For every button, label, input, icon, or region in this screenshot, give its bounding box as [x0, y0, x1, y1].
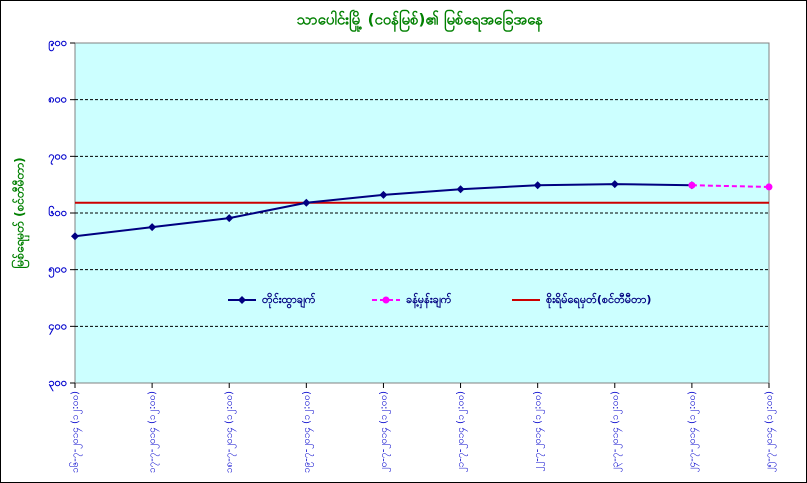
x-tick-label: ၁၆-၇-၂၀၁၄ (၁၂:၀၀): [68, 391, 83, 473]
point: [765, 183, 773, 191]
point: [382, 296, 390, 304]
x-tick-label: ၂၃-၇-၂၀၁၄ (၁၂:၀၀): [610, 391, 623, 472]
legend-label: စိုးရိမ်ရေမှတ်(စင်တီမီတာ): [546, 292, 651, 309]
y-axis-label: မြစ်ရေမှတ် (စင်တီမီတာ): [10, 157, 31, 268]
y-tick-label: ၅၀၀: [48, 263, 67, 279]
y-tick-label: ၈၀၀: [48, 93, 67, 106]
y-tick-label: ၇၀၀: [48, 149, 67, 165]
x-tick-label: ၂၂-၇-၂၀၁၄ (၁၂:၀၀): [533, 391, 546, 472]
x-tick-label: ၁၇-၇-၂၀၁၄ (၁၂:၀၀): [147, 391, 160, 473]
y-tick-label: ၉၀၀: [48, 36, 67, 52]
x-tick-label: ၂၅-၇-၂၀၁၄ (၁၂:၀၀): [764, 391, 777, 472]
x-tick-label: ၂၀-၇-၂၀၁၄ (၁၂:၀၀): [378, 391, 391, 472]
x-tick-label: ၂၁-၇-၂၀၁၄ (၁၂:၀၀): [456, 391, 469, 472]
x-tick-label: ၁၈-၇-၂၀၁၄ (၁၂:၀၀): [224, 391, 237, 473]
point: [302, 198, 311, 207]
point: [688, 181, 696, 189]
point: [225, 214, 234, 223]
point: [610, 180, 619, 189]
legend-label: တိုင်းထွာချက်: [262, 292, 316, 309]
legend-label: ခန့်မှန်းချက်: [406, 292, 452, 309]
point: [238, 296, 246, 304]
point: [71, 232, 79, 241]
y-tick-label: ၄၀၀: [48, 319, 67, 335]
series-line: [691, 184, 770, 188]
point: [379, 190, 388, 199]
y-tick-label: ၆၀၀: [48, 206, 67, 219]
x-tick-label: ၁၉-၇-၂၀၁၄ (၁၂:၀၀): [301, 391, 314, 473]
point: [456, 185, 465, 194]
point: [533, 181, 542, 190]
x-tick-label: ၂၄-၇-၂၀၁၄ (၁၂:၀၀): [687, 391, 700, 472]
y-tick-label: ၃၀၀: [48, 376, 67, 392]
point: [148, 223, 157, 232]
